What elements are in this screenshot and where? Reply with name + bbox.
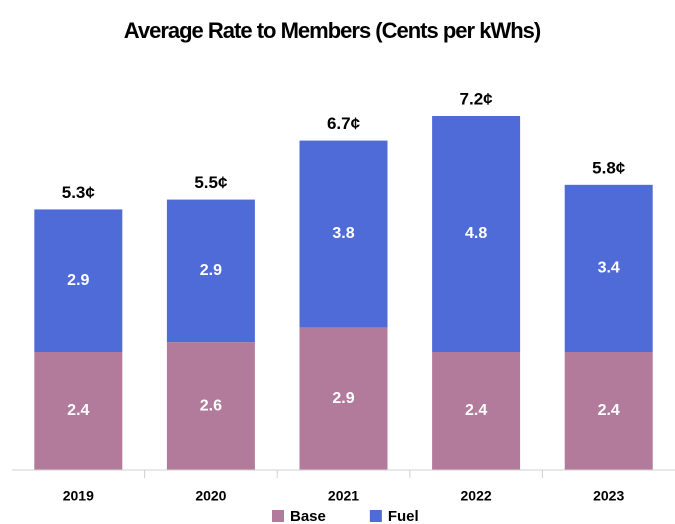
bar-segment [34, 209, 123, 352]
total-label: 7.2¢ [460, 89, 494, 108]
total-label: 5.3¢ [62, 183, 96, 202]
x-tick-label: 2022 [461, 488, 492, 504]
total-label: 6.7¢ [327, 114, 361, 133]
bar-segment [564, 352, 653, 470]
segment-label: 4.8 [465, 225, 487, 242]
segment-label: 2.4 [465, 402, 487, 419]
segment-label: 2.9 [67, 272, 89, 289]
bar-segment [299, 327, 388, 470]
total-label: 5.5¢ [194, 173, 228, 192]
legend-label: Base [290, 508, 326, 524]
total-label: 5.8¢ [592, 158, 626, 177]
x-tick-label: 2020 [195, 488, 226, 504]
legend-swatch [369, 510, 382, 522]
x-tick-label: 2019 [63, 488, 94, 504]
bar-segment [432, 352, 521, 470]
bar-segment [166, 342, 255, 470]
segment-label: 2.6 [200, 397, 222, 414]
legend-label: Fuel [388, 508, 419, 524]
x-tick-label: 2021 [328, 488, 359, 504]
segment-label: 3.8 [332, 225, 354, 242]
chart-title: Average Rate to Members (Cents per kWhs) [124, 18, 541, 43]
x-tick-label: 2023 [593, 488, 624, 504]
segment-label: 2.4 [67, 402, 89, 419]
segment-label: 2.9 [200, 262, 222, 279]
bar-segment [432, 116, 521, 352]
bar-segment [34, 352, 123, 470]
segment-label: 2.4 [598, 402, 620, 419]
segment-label: 3.4 [598, 260, 620, 277]
legend-swatch [272, 510, 284, 522]
segment-label: 2.9 [332, 390, 354, 407]
bar-segment [299, 140, 388, 328]
bar-segment [166, 199, 255, 343]
bar-segment [564, 184, 653, 352]
